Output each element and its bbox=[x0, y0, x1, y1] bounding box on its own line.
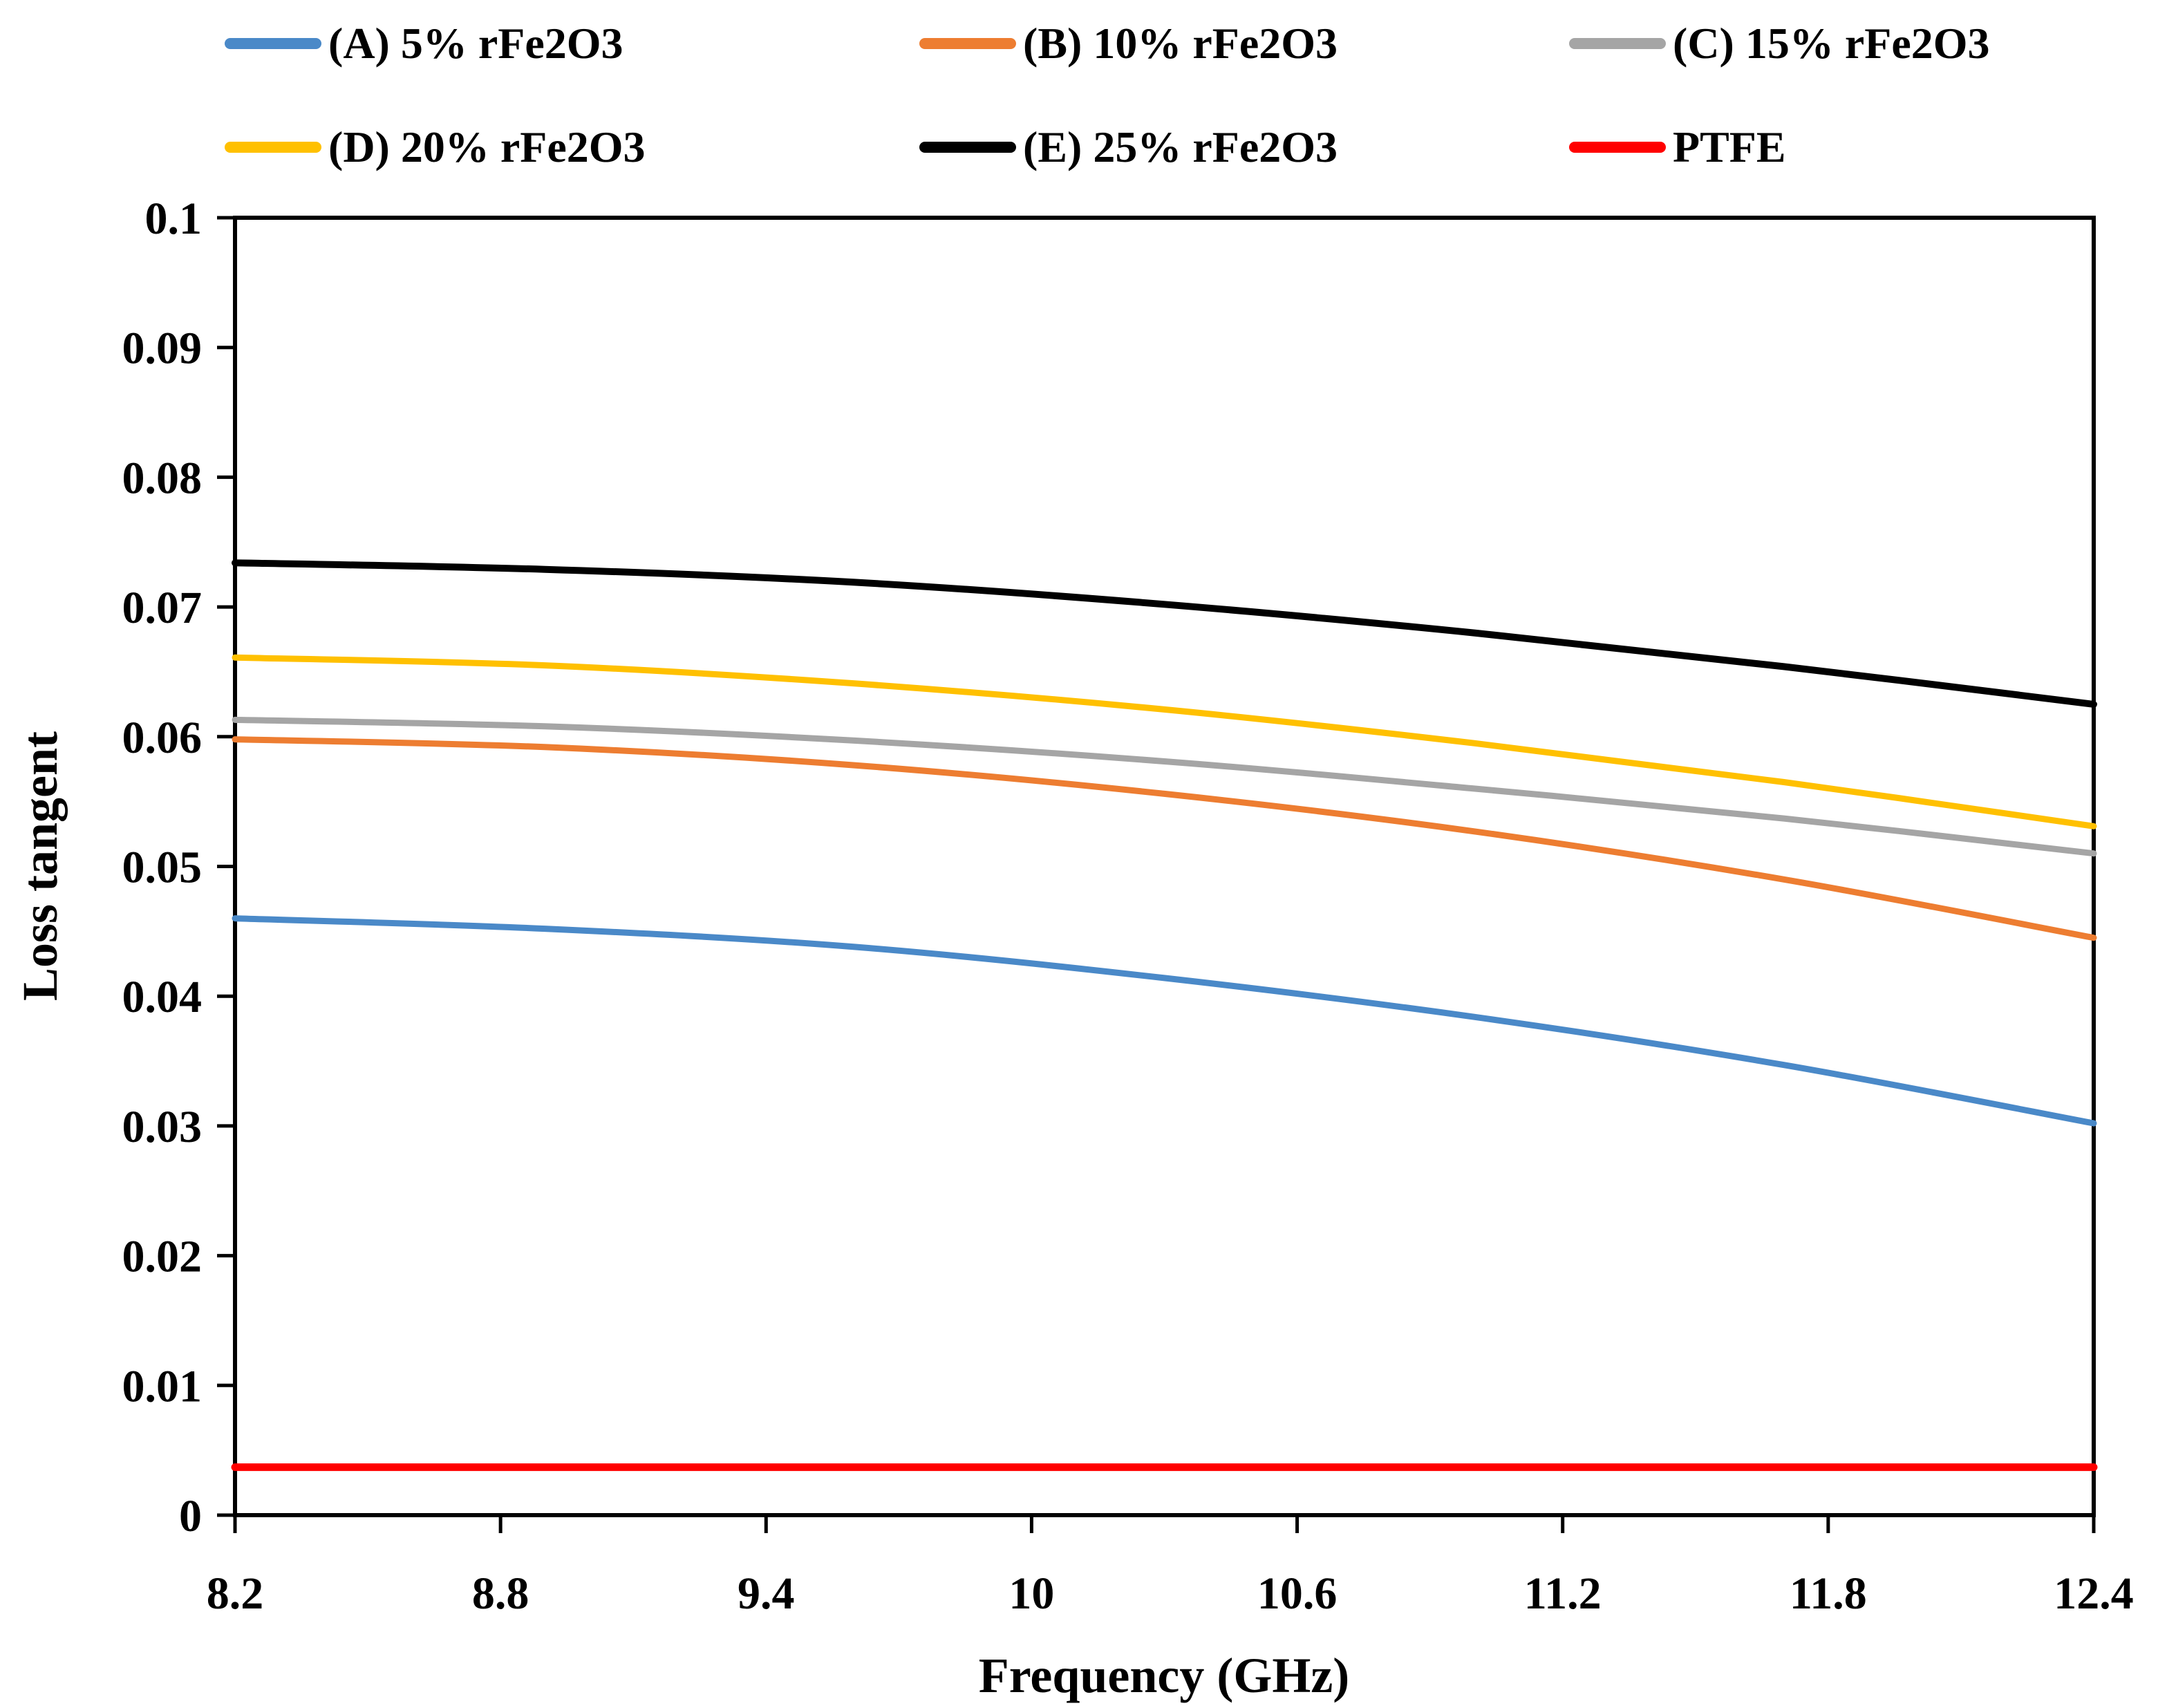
legend-swatch-b-10-rfe2o3 bbox=[919, 38, 1016, 49]
y-tick-label: 0.02 bbox=[122, 1232, 203, 1282]
legend-label: (C) 15% rFe2O3 bbox=[1673, 19, 1990, 68]
series-line-d-20-rfe2o3 bbox=[232, 654, 2097, 829]
y-tick-label: 0.07 bbox=[122, 583, 203, 633]
y-tick-label: 0.05 bbox=[122, 843, 203, 893]
plot-frame bbox=[233, 216, 2096, 1517]
legend-item-ptfe: PTFE bbox=[1569, 116, 1786, 178]
y-tick-label: 0.08 bbox=[122, 453, 203, 503]
x-tick-label: 10 bbox=[1008, 1568, 1054, 1619]
legend-item-c-15-rfe2o3: (C) 15% rFe2O3 bbox=[1569, 12, 1990, 75]
legend-swatch-ptfe bbox=[1569, 142, 1666, 153]
y-tick-label: 0.1 bbox=[145, 194, 203, 244]
x-tick-label: 8.8 bbox=[472, 1568, 529, 1619]
legend-item-b-10-rfe2o3: (B) 10% rFe2O3 bbox=[919, 12, 1338, 75]
legend-label: (A) 5% rFe2O3 bbox=[328, 19, 623, 68]
legend-swatch-e-25-rfe2o3 bbox=[919, 142, 1016, 153]
legend-swatch-a-5-rfe2o3 bbox=[225, 38, 321, 49]
series-line-b-10-rfe2o3 bbox=[232, 736, 2097, 941]
legend-swatch-d-20-rfe2o3 bbox=[225, 142, 321, 153]
series-line-e-25-rfe2o3 bbox=[232, 559, 2097, 708]
legend-label: PTFE bbox=[1673, 122, 1786, 171]
y-tick-label: 0.06 bbox=[122, 713, 203, 763]
y-tick-label: 0.03 bbox=[122, 1102, 203, 1152]
x-tick-label: 11.2 bbox=[1524, 1568, 1602, 1619]
x-tick-label: 8.2 bbox=[207, 1568, 264, 1619]
x-tick-label: 12.4 bbox=[2054, 1568, 2134, 1619]
legend-swatch-c-15-rfe2o3 bbox=[1569, 38, 1666, 49]
chart-legend: (A) 5% rFe2O3 (B) 10% rFe2O3 (C) 15% rFe2O… bbox=[0, 0, 2158, 221]
x-tick-label: 10.6 bbox=[1257, 1568, 1338, 1619]
y-tick-label: 0 bbox=[179, 1491, 202, 1541]
legend-item-e-25-rfe2o3: (E) 25% rFe2O3 bbox=[919, 116, 1338, 178]
x-axis-title: Frequency (GHz) bbox=[979, 1648, 1350, 1703]
x-tick-label: 9.4 bbox=[738, 1568, 795, 1619]
legend-label: (D) 20% rFe2O3 bbox=[328, 122, 646, 171]
y-tick-label: 0.01 bbox=[122, 1361, 203, 1411]
legend-item-a-5-rfe2o3: (A) 5% rFe2O3 bbox=[225, 12, 623, 75]
legend-label: (E) 25% rFe2O3 bbox=[1023, 122, 1338, 171]
legend-item-d-20-rfe2o3: (D) 20% rFe2O3 bbox=[225, 116, 646, 178]
y-tick-label: 0.09 bbox=[122, 323, 203, 374]
x-tick-label: 11.8 bbox=[1790, 1568, 1867, 1619]
legend-label: (B) 10% rFe2O3 bbox=[1023, 19, 1338, 68]
series-line-a-5-rfe2o3 bbox=[232, 915, 2097, 1127]
series-line-c-15-rfe2o3 bbox=[232, 716, 2097, 857]
y-axis-title: Loss tangent bbox=[12, 731, 68, 1001]
y-tick-label: 0.04 bbox=[122, 972, 203, 1022]
